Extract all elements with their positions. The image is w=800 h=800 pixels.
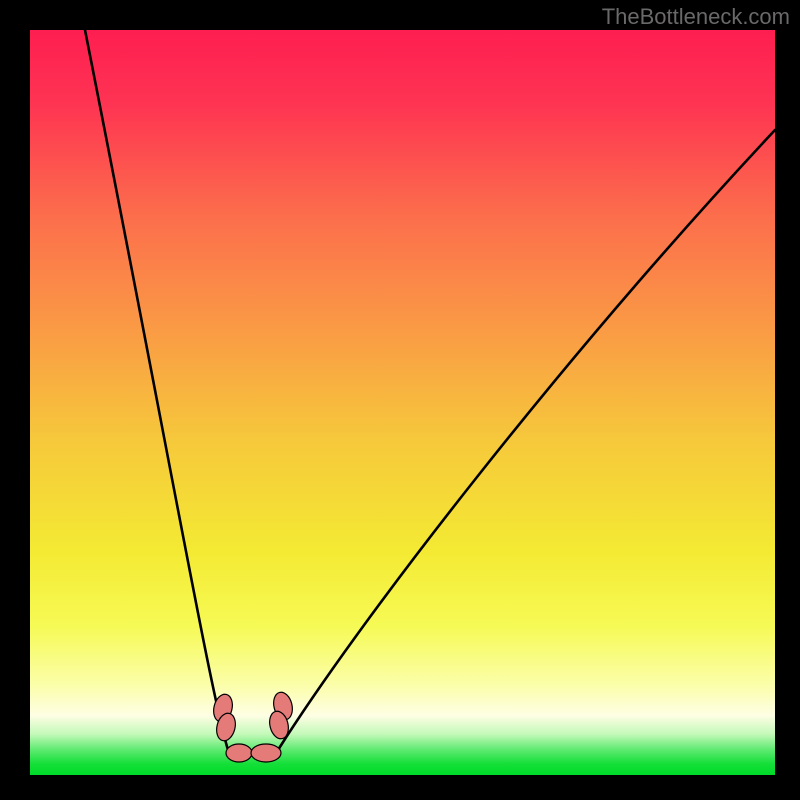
watermark-text: TheBottleneck.com (602, 4, 790, 30)
plot-area (30, 30, 775, 775)
trough-marker (251, 744, 281, 762)
chart-container: TheBottleneck.com (0, 0, 800, 800)
trough-marker (226, 744, 252, 762)
bottleneck-curve (30, 30, 775, 775)
